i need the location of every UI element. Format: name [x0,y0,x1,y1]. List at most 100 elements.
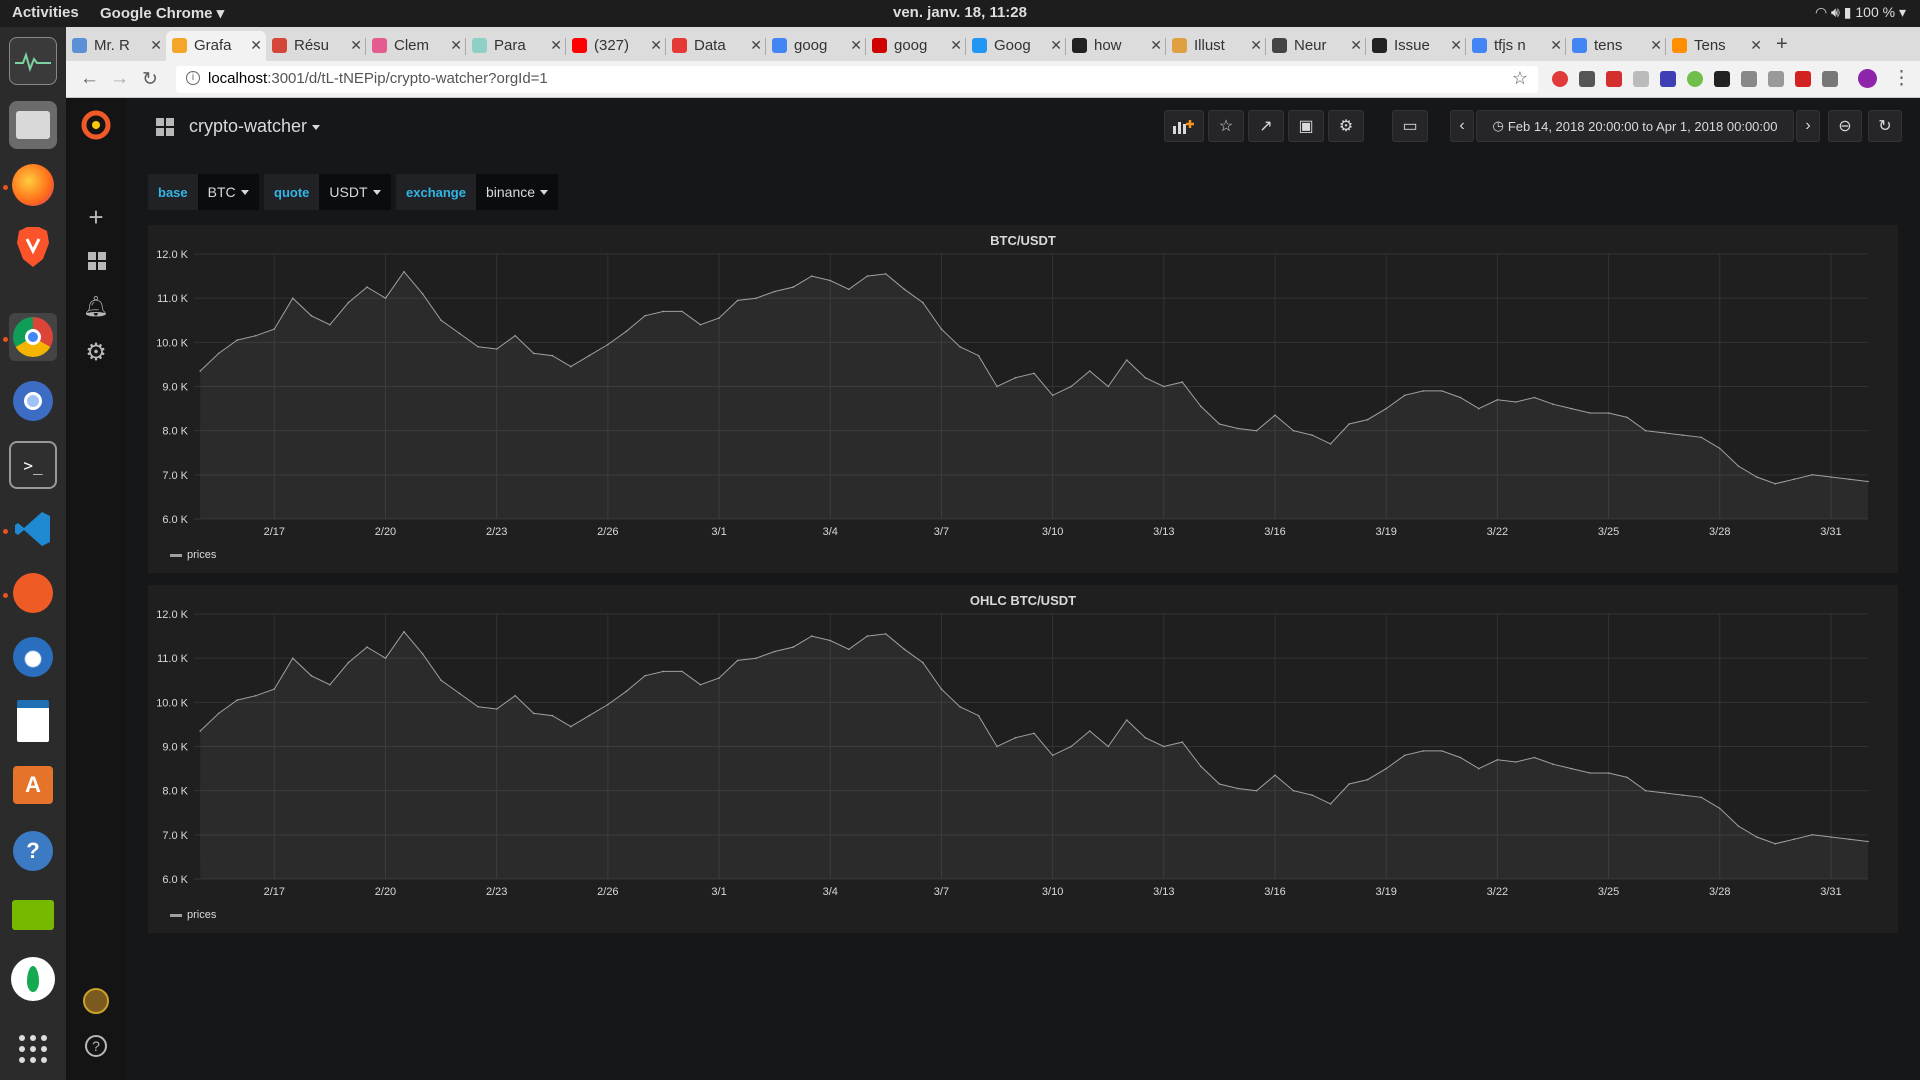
pdf-extension-icon[interactable] [1606,71,1622,87]
time-back-button[interactable]: ‹ [1450,110,1474,142]
activities-button[interactable]: Activities [12,4,79,21]
tab-close-icon[interactable]: ✕ [550,37,562,53]
dashboard-settings-button[interactable]: ⚙ [1328,110,1364,142]
terminal-icon[interactable]: >_ [9,441,57,489]
tab-close-icon[interactable]: ✕ [1750,37,1762,53]
browser-tab[interactable]: tens ✕ [1566,31,1666,61]
configuration-gear-icon[interactable]: ⚙ [85,339,107,366]
files-icon[interactable] [9,101,57,149]
browser-menu-icon[interactable]: ⋮ [1892,68,1911,89]
address-bar[interactable]: i localhost:3001/d/tL-tNEPip/crypto-watc… [176,66,1538,93]
tab-close-icon[interactable]: ✕ [1050,37,1062,53]
time-forward-button[interactable]: › [1796,110,1820,142]
tab-close-icon[interactable]: ✕ [350,37,362,53]
tab-close-icon[interactable]: ✕ [850,37,862,53]
forward-button[interactable]: → [110,68,129,89]
save-dashboard-button[interactable]: ▣ [1288,110,1324,142]
mongodb-compass-icon[interactable] [9,955,57,1003]
software-center-icon[interactable]: A [9,761,57,809]
browser-tab[interactable]: Data ✕ [666,31,766,61]
extension-icon[interactable] [1768,71,1784,87]
browser-tab[interactable]: Clem ✕ [366,31,466,61]
chrome-icon[interactable] [9,313,57,361]
grafana-logo-icon[interactable] [79,108,113,142]
browser-tab[interactable]: Para ✕ [466,31,566,61]
extension-icon[interactable] [1741,71,1757,87]
system-tray[interactable]: ◠ 🔊︎ ▮ 100 % ▾ [1815,4,1906,21]
info-icon[interactable]: i [186,71,200,85]
panel-title[interactable]: OHLC BTC/USDT [969,593,1077,608]
tab-close-icon[interactable]: ✕ [1150,37,1162,53]
dashboards-icon[interactable] [88,252,106,270]
extension-icon[interactable] [1687,71,1703,87]
refresh-button[interactable]: ↻ [1868,110,1902,142]
browser-tab[interactable]: Issue ✕ [1366,31,1466,61]
writer-icon[interactable] [9,697,57,745]
show-applications-icon[interactable] [9,1025,57,1073]
browser-tab[interactable]: (327) ✕ [566,31,666,61]
thunderbird-icon[interactable] [9,633,57,681]
extension-icon[interactable] [1579,71,1595,87]
tab-close-icon[interactable]: ✕ [450,37,462,53]
profile-avatar[interactable] [1858,69,1877,88]
time-range-picker[interactable]: ◷ Feb 14, 2018 20:00:00 to Apr 1, 2018 00… [1476,110,1794,142]
star-dashboard-button[interactable]: ☆ [1208,110,1244,142]
app-menu[interactable]: Google Chrome ▾ [100,5,225,22]
tab-close-icon[interactable]: ✕ [1350,37,1362,53]
postman-icon[interactable] [9,569,57,617]
bookmark-star-icon[interactable]: ☆ [1511,68,1528,88]
browser-tab[interactable]: Goog ✕ [966,31,1066,61]
user-avatar[interactable] [83,988,109,1014]
help-icon[interactable]: ? [85,1035,107,1057]
browser-tab[interactable]: how ✕ [1066,31,1166,61]
opera-extension-icon[interactable] [1552,71,1568,87]
help-icon[interactable]: ? [9,827,57,875]
tab-close-icon[interactable]: ✕ [1450,37,1462,53]
zoom-out-button[interactable]: ⊖ [1828,110,1862,142]
clock[interactable]: ven. janv. 18, 11:28 [893,4,1027,21]
legend-label[interactable]: prices [187,909,217,921]
legend-label[interactable]: prices [187,549,217,561]
tab-close-icon[interactable]: ✕ [950,37,962,53]
variable-quote-select[interactable]: USDT [319,174,391,210]
panel-btc-usdt[interactable]: BTC/USDT 12.0 K 11.0 K 10.0 K 9.0 K 8.0 K 7.0… [148,225,1898,573]
dashboard-title[interactable]: crypto-watcher [189,116,321,137]
browser-tab[interactable]: goog ✕ [766,31,866,61]
extension-icon[interactable] [1822,71,1838,87]
browser-tab[interactable]: Tens ✕ [1666,31,1766,61]
create-icon[interactable]: + [88,202,104,232]
variable-base-select[interactable]: BTC [197,174,259,210]
extension-icon[interactable] [1714,71,1730,87]
new-tab-button[interactable]: + [1776,33,1788,55]
browser-tab[interactable]: Grafa ✕ [166,31,266,61]
ohlc-chart[interactable]: 12.0 K 11.0 K 10.0 K 9.0 K 8.0 K 7.0 K 6.0 K 2/… [148,585,1898,905]
tab-close-icon[interactable]: ✕ [1550,37,1562,53]
panel-ohlc-btc-usdt[interactable]: OHLC BTC/USDT 12.0 K 11.0 K 10.0 K 9.0 K 8.0… [148,585,1898,933]
tab-close-icon[interactable]: ✕ [1250,37,1262,53]
system-monitor-icon[interactable] [9,37,57,85]
extension-icon[interactable] [1633,71,1649,87]
browser-tab[interactable]: goog ✕ [866,31,966,61]
view-mode-button[interactable]: ▭ [1392,110,1428,142]
add-panel-button[interactable] [1164,110,1204,142]
back-button[interactable]: ← [80,68,99,89]
chromium-icon[interactable] [9,377,57,425]
browser-tab[interactable]: Résu ✕ [266,31,366,61]
browser-tab[interactable]: Mr. R ✕ [66,31,166,61]
extension-icon[interactable] [1795,71,1811,87]
panel-title[interactable]: BTC/USDT [990,233,1056,248]
alerting-bell-icon[interactable]: 🔔︎ [83,296,109,318]
nvidia-icon[interactable] [9,891,57,939]
brave-icon[interactable] [9,223,57,271]
browser-tab[interactable]: Neur ✕ [1266,31,1366,61]
browser-tab[interactable]: tfjs n ✕ [1466,31,1566,61]
firefox-icon[interactable] [9,161,57,209]
price-chart[interactable]: 12.0 K 11.0 K 10.0 K 9.0 K 8.0 K 7.0 K 6.0 K 2/… [148,225,1898,545]
reload-button[interactable]: ↻ [142,69,158,90]
zotero-extension-icon[interactable] [1660,71,1676,87]
variable-exchange-select[interactable]: binance [475,174,559,210]
browser-tab[interactable]: Illust ✕ [1166,31,1266,61]
tab-close-icon[interactable]: ✕ [1650,37,1662,53]
tab-close-icon[interactable]: ✕ [250,37,262,53]
tab-close-icon[interactable]: ✕ [150,37,162,53]
